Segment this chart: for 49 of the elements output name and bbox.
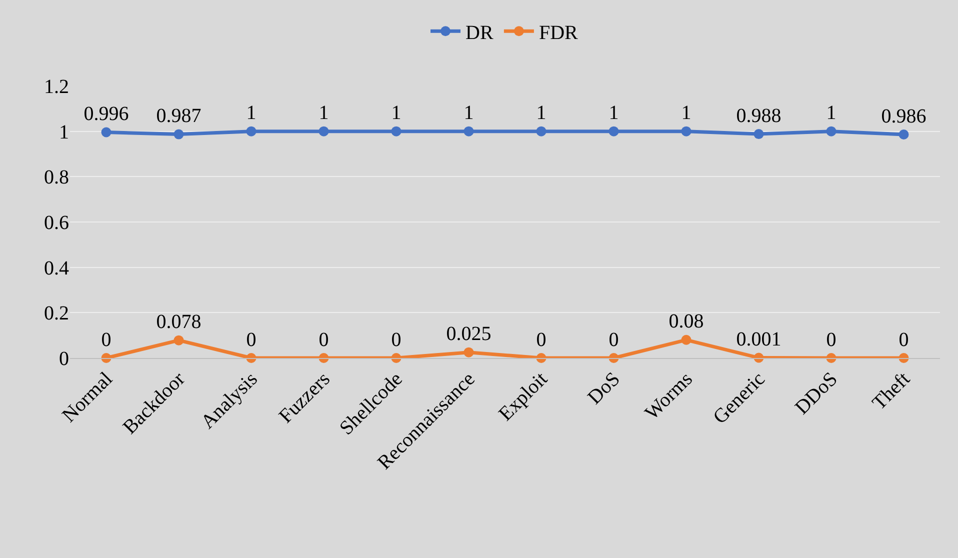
- point: [898, 130, 909, 140]
- point: [464, 347, 474, 358]
- point: [536, 126, 546, 136]
- data-label: 0: [898, 328, 909, 351]
- data-label: 0: [391, 328, 402, 351]
- point: [681, 334, 692, 345]
- data-label: 0.078: [156, 311, 202, 334]
- point: [174, 335, 184, 346]
- data-label: 0: [608, 328, 619, 351]
- data-label: 0: [318, 328, 329, 351]
- point: [754, 129, 764, 140]
- point: [101, 127, 112, 138]
- y-tick-label: 0.4: [44, 257, 69, 280]
- data-label: 0.025: [446, 323, 492, 346]
- y-tick-label: 0: [59, 348, 69, 370]
- data-label: 0.986: [881, 105, 926, 128]
- data-label: 0.08: [668, 310, 704, 333]
- legend-label: DR: [466, 22, 494, 44]
- point: [318, 126, 329, 136]
- point: [246, 126, 256, 136]
- point: [174, 129, 184, 140]
- point: [391, 126, 402, 136]
- data-label: 1: [536, 102, 546, 124]
- data-label: 1: [391, 102, 402, 124]
- data-label: 1: [826, 102, 836, 124]
- data-label: 0.996: [84, 102, 129, 125]
- point: [608, 126, 619, 136]
- point: [826, 126, 836, 136]
- data-label: 1: [318, 102, 329, 124]
- y-tick-label: 0.6: [44, 212, 69, 234]
- data-label: 0.988: [736, 104, 782, 127]
- y-tick-label: 1.2: [44, 76, 69, 98]
- y-tick-label: 0.2: [44, 302, 69, 325]
- point: [464, 126, 474, 136]
- data-label: 0: [246, 328, 256, 351]
- data-label: 1: [681, 102, 692, 124]
- data-label: 0.001: [736, 328, 782, 351]
- data-label: 1: [464, 102, 474, 124]
- data-label: 0.987: [156, 105, 202, 128]
- data-label: 0: [536, 328, 546, 351]
- data-label: 1: [608, 102, 619, 124]
- legend-label: FDR: [538, 22, 579, 44]
- y-tick-label: 0.8: [44, 166, 69, 189]
- data-label: 1: [246, 102, 256, 124]
- x-tick-label: DoS: [584, 368, 624, 409]
- data-label: 0: [826, 328, 836, 351]
- data-label: 0: [101, 328, 112, 351]
- point: [681, 126, 692, 136]
- y-tick-label: 1: [59, 121, 69, 144]
